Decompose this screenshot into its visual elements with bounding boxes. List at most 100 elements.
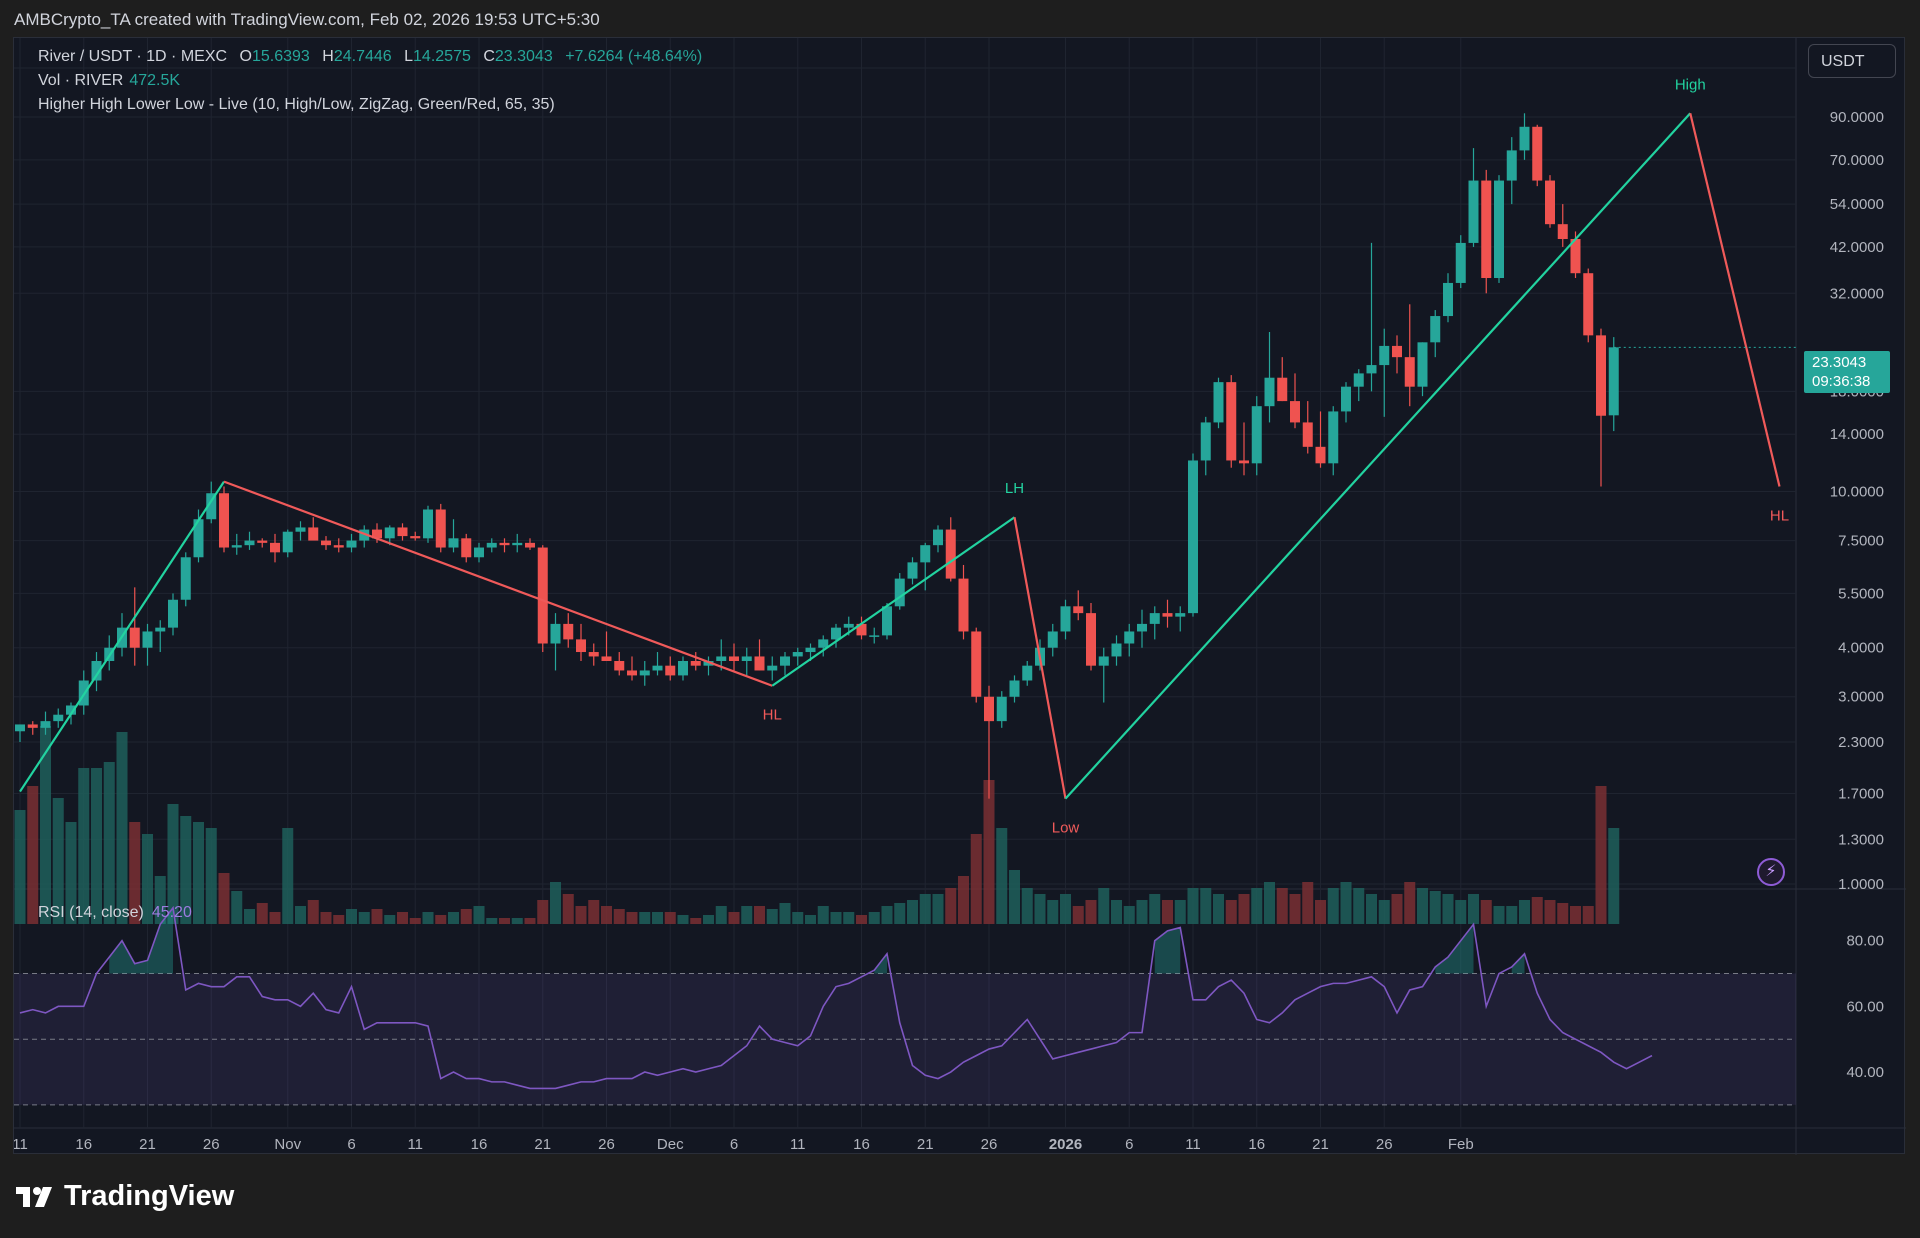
symbol-name: River / USDT · 1D · MEXC <box>38 48 228 65</box>
candle-body <box>1009 680 1020 697</box>
volume-bar <box>269 912 281 924</box>
candle-body <box>716 656 727 662</box>
volume-legend[interactable]: Vol · RIVER 472.5K <box>38 72 180 90</box>
candle-body <box>1175 613 1186 617</box>
volume-bar <box>1021 888 1033 924</box>
price-tick-label: 1.0000 <box>1838 876 1884 893</box>
candle-body <box>1557 224 1568 240</box>
candle <box>1047 623 1058 657</box>
volume-bar <box>741 906 753 924</box>
close-value: 23.3043 <box>494 48 553 65</box>
candle-body <box>1047 631 1058 648</box>
time-tick-label: 6 <box>1125 1136 1133 1153</box>
rsi-tick-label: 40.00 <box>1846 1064 1884 1081</box>
zigzag-segment <box>771 516 1016 687</box>
candle <box>614 652 625 676</box>
candle <box>270 533 280 563</box>
candle <box>1417 342 1428 397</box>
candle <box>40 711 51 735</box>
candle <box>1315 411 1326 468</box>
candle-body <box>1264 377 1275 407</box>
volume-bar <box>384 915 396 924</box>
candle-body <box>27 724 38 728</box>
candle <box>1124 623 1135 657</box>
volume-bar <box>422 912 434 924</box>
currency-button[interactable]: USDT <box>1808 44 1896 78</box>
volume-bar <box>1162 900 1173 924</box>
candle-body <box>295 527 306 532</box>
time-tick-label: 6 <box>730 1136 738 1153</box>
volume-bar <box>1353 888 1365 924</box>
volume-bar <box>588 900 600 924</box>
volume-bar <box>205 828 217 924</box>
candle <box>435 503 446 553</box>
volume-bar <box>1327 888 1339 924</box>
candle-body <box>576 639 586 653</box>
candle-body <box>869 635 880 637</box>
candle <box>1596 328 1606 487</box>
volume-bar <box>843 912 855 924</box>
tradingview-logo-icon <box>16 1186 52 1207</box>
candle-body <box>397 527 408 537</box>
volume-bar <box>460 909 472 924</box>
time-tick-label: 21 <box>139 1136 156 1153</box>
volume-bar <box>499 918 510 924</box>
candle-body <box>1315 446 1326 464</box>
candle <box>588 643 599 666</box>
candle-body <box>1098 656 1109 666</box>
time-tick-label: 11 <box>14 1136 28 1153</box>
candle <box>831 623 841 648</box>
volume-bar <box>856 915 867 924</box>
candle-body <box>244 540 255 546</box>
volume-bar <box>295 906 306 924</box>
candle <box>1073 590 1084 621</box>
candle <box>678 656 688 681</box>
rsi-tick-label: 80.00 <box>1846 933 1884 950</box>
volume-bar <box>473 906 485 924</box>
candle-body <box>1353 373 1364 387</box>
chart-panel[interactable]: 120.000090.000070.000054.000042.000032.0… <box>13 37 1906 1155</box>
candle <box>576 623 586 662</box>
open-value: 15.6393 <box>251 48 310 65</box>
volume-bar <box>1111 900 1122 924</box>
candle-body <box>270 542 280 553</box>
candle-body <box>1226 382 1237 461</box>
candle <box>1506 137 1517 205</box>
candle-body <box>792 652 803 657</box>
volume-bar <box>231 891 243 924</box>
volume-bar <box>486 918 498 924</box>
candle-body <box>1149 613 1160 624</box>
open-label: O <box>239 48 252 65</box>
lightning-icon[interactable]: ⚡ <box>1757 858 1785 886</box>
volume-bar <box>1264 882 1275 924</box>
rsi-legend[interactable]: RSI (14, close) 45.20 <box>38 904 192 922</box>
candle-body <box>346 540 357 548</box>
candle <box>1022 661 1033 686</box>
candle-body <box>1379 345 1390 366</box>
candle <box>882 602 892 640</box>
volume-bar <box>1366 894 1377 924</box>
volume-bar <box>180 816 192 924</box>
candle-body <box>142 631 153 648</box>
zigzag-label: High <box>1675 76 1706 93</box>
zigzag-label: HL <box>1770 507 1789 524</box>
candle-body <box>40 721 51 728</box>
volume-bar <box>639 912 651 924</box>
candle-body <box>219 493 229 548</box>
rsi-overbought-fill <box>1154 927 1181 974</box>
candle <box>257 538 268 548</box>
volume-bar <box>1557 903 1569 924</box>
time-tick-label: 26 <box>1376 1136 1393 1153</box>
rsi-overbought-fill <box>1511 953 1525 974</box>
candle <box>1277 357 1288 402</box>
volume-bar <box>218 873 230 924</box>
candle <box>1328 406 1339 476</box>
volume-bar <box>1009 870 1020 924</box>
candle <box>333 538 344 553</box>
chart-canvas[interactable]: 120.000090.000070.000054.000042.000032.0… <box>14 38 1906 1155</box>
candle <box>78 670 89 715</box>
indicator-legend[interactable]: Higher High Lower Low - Live (10, High/L… <box>38 96 555 114</box>
candle <box>1200 416 1211 476</box>
candle <box>1468 148 1479 247</box>
price-tick-label: 70.0000 <box>1830 152 1884 169</box>
